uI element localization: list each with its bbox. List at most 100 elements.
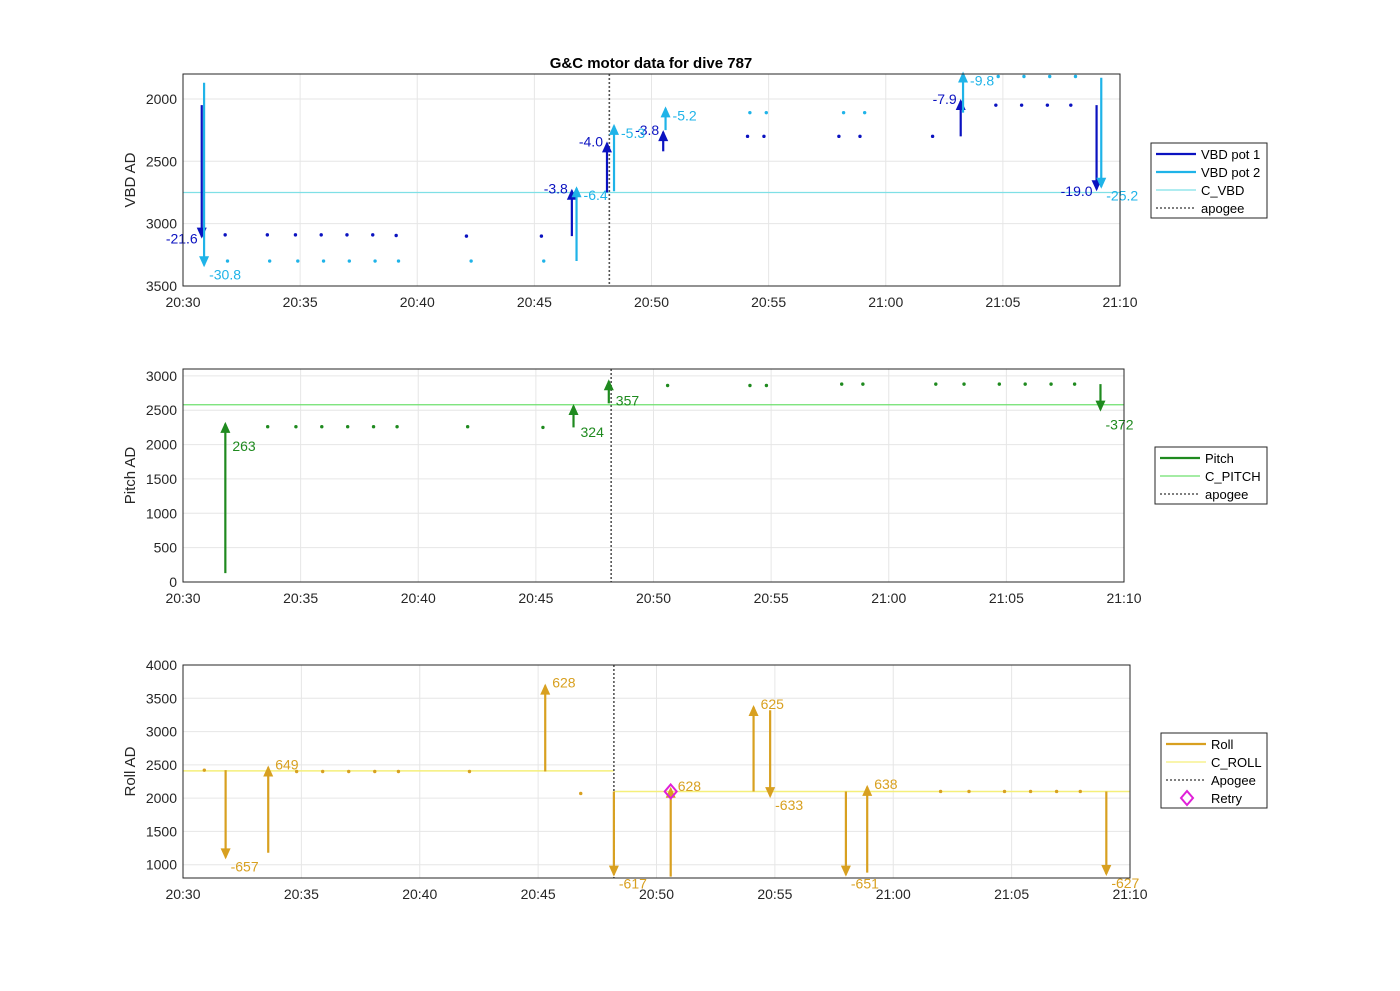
roll-move-label: 628	[552, 675, 576, 691]
roll-move-label: -657	[231, 858, 259, 874]
vbd-move-label: -21.6	[166, 231, 198, 247]
vbd-data-point	[542, 259, 546, 263]
vbd-data-point	[994, 103, 998, 107]
pitch-move-label: 357	[616, 392, 640, 408]
roll-data-point	[202, 768, 207, 772]
pitch-move-arrow-head	[1095, 400, 1106, 412]
vbd-xtick-label: 20:35	[283, 294, 318, 310]
roll-move-arrow-head	[1101, 865, 1112, 877]
vbd-move-arrow-head	[609, 123, 620, 135]
roll-ytick-label: 1500	[146, 823, 177, 839]
vbd-data-point	[373, 259, 377, 263]
roll-ytick-label: 3000	[146, 724, 177, 740]
pitch-data-point	[1049, 382, 1053, 386]
pitch-data-point	[997, 382, 1002, 386]
pitch-data-point	[345, 425, 350, 429]
vbd-legend-label: apogee	[1201, 201, 1244, 216]
roll-legend-label: C_ROLL	[1211, 755, 1262, 770]
pitch-xtick-label: 20:40	[401, 590, 436, 606]
vbd-legend-label: VBD pot 2	[1201, 165, 1260, 180]
pitch-ytick-label: 1500	[146, 471, 177, 487]
vbd-ytick-label: 3000	[146, 216, 177, 232]
roll-move-label: -633	[775, 797, 803, 813]
pitch-move-label: 324	[581, 424, 605, 440]
pitch-legend-label: apogee	[1205, 487, 1248, 502]
vbd-data-point	[1019, 103, 1024, 107]
vbd-xtick-label: 21:05	[985, 294, 1020, 310]
vbd-data-point	[321, 259, 326, 263]
pitch-data-point	[934, 382, 938, 386]
pitch-data-point	[665, 383, 670, 388]
pitch-data-point	[320, 425, 324, 429]
vbd-data-point	[223, 233, 227, 237]
pitch-move-label: 263	[232, 438, 256, 454]
vbd-legend-label: VBD pot 1	[1201, 147, 1260, 162]
vbd-data-point	[1069, 103, 1073, 107]
vbd-move-label: -30.8	[209, 266, 241, 282]
pitch-xtick-label: 20:50	[636, 590, 671, 606]
pitch-ytick-label: 500	[154, 540, 178, 556]
vbd-move-arrow-head	[660, 106, 671, 118]
roll-move-arrow-head	[862, 784, 873, 796]
roll-legend-swatch	[1179, 789, 1195, 807]
pitch-move-arrow-head	[603, 379, 614, 391]
vbd-data-point	[539, 234, 544, 238]
vbd-ytick-label: 2000	[146, 91, 177, 107]
pitch-data-point	[861, 382, 865, 386]
vbd-move-arrow-head	[199, 256, 210, 268]
roll-legend-box	[1160, 732, 1268, 809]
vbd-data-point	[469, 259, 473, 263]
pitch-xtick-label: 21:05	[989, 590, 1024, 606]
vbd-xtick-label: 20:50	[634, 294, 669, 310]
vbd-move-arrow-head	[958, 71, 969, 83]
roll-xtick-label: 20:45	[521, 886, 556, 902]
roll-legend-label: Apogee	[1211, 773, 1256, 788]
roll-data-point	[467, 769, 472, 774]
vbd-data-point	[764, 110, 768, 115]
vbd-data-point	[267, 259, 272, 263]
pitch-ytick-label: 2000	[146, 437, 177, 453]
vbd-move-label: -9.8	[970, 73, 994, 89]
pitch-data-point	[1072, 382, 1077, 386]
roll-data-point	[396, 769, 401, 774]
roll-data-point	[579, 791, 583, 796]
vbd-move-label: -5.3	[621, 125, 645, 141]
roll-xtick-label: 21:05	[994, 886, 1029, 902]
roll-move-arrow-head	[220, 848, 231, 860]
vbd-xtick-label: 20:55	[751, 294, 786, 310]
vbd-data-point	[296, 259, 300, 263]
pitch-xtick-label: 21:00	[871, 590, 906, 606]
pitch-xtick-label: 20:35	[283, 590, 318, 606]
roll-move-label: 638	[874, 776, 898, 792]
roll-xtick-label: 20:50	[639, 886, 674, 902]
vbd-data-point	[930, 134, 935, 139]
roll-xtick-label: 21:00	[876, 886, 911, 902]
vbd-axes-frame	[182, 73, 1121, 287]
vbd-data-point	[319, 233, 323, 237]
pitch-axes-frame	[182, 368, 1125, 583]
pitch-data-point	[541, 425, 545, 430]
pitch-data-point	[840, 382, 844, 386]
vbd-data-point	[862, 110, 867, 115]
roll-move-label: 628	[678, 778, 702, 794]
retry-marker	[663, 782, 679, 801]
roll-xtick-label: 20:55	[757, 886, 792, 902]
roll-move-arrow-head	[840, 865, 851, 877]
roll-move-arrow-head	[748, 704, 759, 716]
roll-data-point	[1028, 789, 1033, 794]
vbd-move-arrow-head	[601, 141, 612, 153]
vbd-move-label: -3.8	[544, 181, 568, 197]
vbd-data-point	[762, 134, 766, 139]
pitch-legend-label: Pitch	[1205, 451, 1234, 466]
roll-panel: 20:30 20:35 20:40 20:45 20:50 20:55 21:00 21:05…	[122, 657, 1268, 902]
vbd-move-label: -19.0	[1061, 183, 1093, 199]
vbd-move-label: -3.8	[635, 122, 659, 138]
roll-move-label: 625	[761, 696, 785, 712]
pitch-data-point	[764, 383, 769, 388]
vbd-panel: 20:30 20:35 20:40 20:45 20:50 20:55 21:00 21:05…	[122, 71, 1268, 310]
roll-data-point	[347, 769, 351, 774]
pitch-data-point	[748, 383, 752, 388]
vbd-move-arrow-head	[571, 186, 582, 198]
roll-axes-frame	[182, 664, 1131, 879]
